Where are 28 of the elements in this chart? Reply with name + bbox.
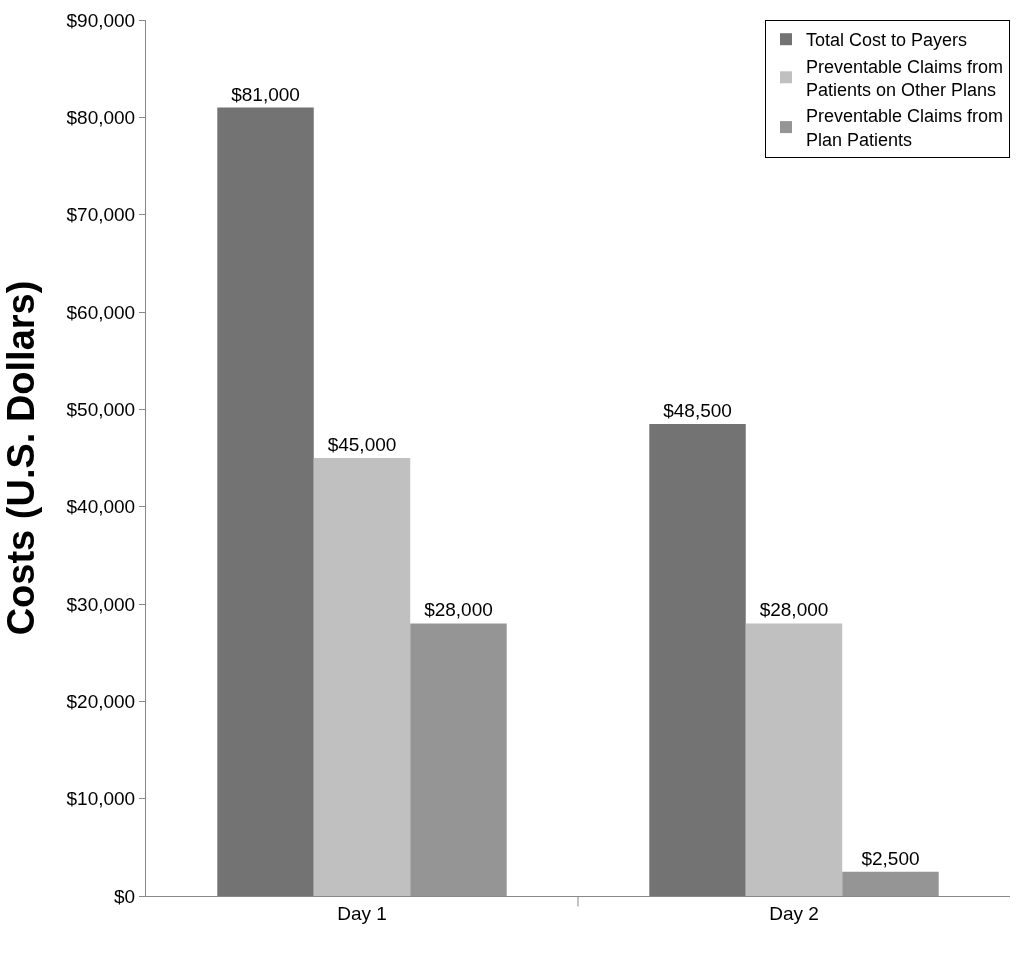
legend-label: Preventable Claims from Plan Patients (806, 106, 1004, 150)
legend-label: Total Cost to Payers (806, 30, 968, 51)
y-tick-label: $50,000 (66, 398, 136, 420)
y-axis-title: Costs (U.S. Dollars) (0, 280, 42, 636)
data-label: $28,000 (759, 599, 829, 621)
y-tick-label: $20,000 (66, 690, 136, 712)
y-tick-label: $30,000 (66, 593, 136, 615)
bar (745, 623, 843, 896)
y-tick-label: $60,000 (66, 301, 136, 323)
data-label: $48,500 (663, 399, 732, 421)
bar (842, 871, 939, 896)
y-tick-label: $70,000 (66, 204, 136, 226)
bar (313, 458, 411, 896)
y-tick-label: $10,000 (66, 788, 136, 810)
y-tick-label: $40,000 (66, 496, 136, 518)
y-tick-label: $90,000 (66, 9, 136, 31)
legend-label: Preventable Claims from Patients on Other Plans (806, 56, 1004, 101)
data-label: $28,000 (424, 599, 493, 621)
y-tick-label: $80,000 (66, 106, 136, 128)
data-label: $2,500 (861, 847, 920, 869)
x-tick-label: Day 2 (769, 902, 819, 924)
bar (217, 107, 314, 896)
y-tick-label: $0 (114, 885, 136, 907)
data-label: $45,000 (327, 434, 397, 455)
bar (410, 623, 507, 896)
bar (649, 423, 746, 896)
x-tick-label: Day 1 (337, 902, 387, 924)
data-label: $81,000 (231, 83, 300, 105)
